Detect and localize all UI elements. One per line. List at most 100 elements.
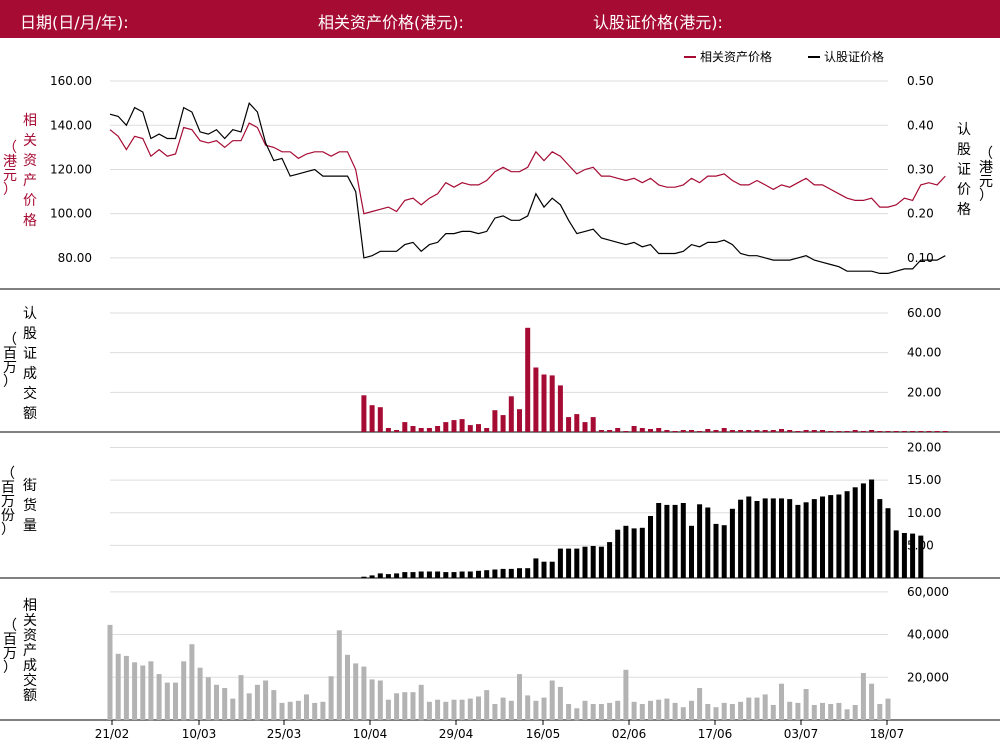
warrant-turnover-bar	[729, 430, 735, 432]
x-tick-label: 25/03	[267, 727, 302, 741]
asset-turnover-bar	[410, 692, 416, 720]
asset-turnover-bar	[271, 690, 277, 720]
warrant-turnover-bar	[607, 430, 613, 432]
outstanding-bar	[828, 495, 834, 578]
asset-turnover-bar	[189, 644, 195, 720]
asset-turnover-bar	[517, 674, 522, 720]
warrant-turnover-bar	[557, 385, 563, 432]
asset-turnover-bar	[214, 684, 219, 721]
outstanding-bar	[402, 572, 408, 578]
outstanding-bar	[811, 499, 817, 578]
asset-turnover-bar	[582, 700, 588, 720]
outstanding-axis-unit-char: （	[1, 466, 15, 482]
outstanding-axis-unit: （百万份）	[1, 466, 15, 538]
outstanding-axis-unit-char: 百	[1, 480, 15, 496]
warrant-turnover-y-tick-label: 20.00	[907, 385, 941, 399]
x-tick-label: 10/03	[182, 727, 217, 741]
warrant-turnover-bar	[418, 428, 424, 432]
outstanding-bar	[484, 570, 490, 578]
asset-turnover-bar	[754, 697, 760, 720]
outstanding-axis-unit-char: 份	[1, 508, 15, 524]
asset-turnover-axis-unit-char: （	[3, 618, 17, 634]
outstanding-axis-title-char: 量	[23, 518, 37, 534]
warrant-turnover-axis-unit: （百万）	[3, 332, 17, 390]
y-right-tick-label: 0.40	[907, 118, 934, 132]
x-tick-label: 17/06	[698, 727, 733, 741]
y-right-axis-title-char: 股	[957, 142, 971, 158]
asset-turnover-bar	[361, 666, 367, 720]
y-left-tick-label: 100.00	[50, 207, 92, 221]
asset-turnover-bar	[418, 684, 424, 721]
asset-turnover-bar	[254, 684, 260, 721]
warrant-turnover-bar	[910, 431, 916, 432]
outstanding-bar	[500, 568, 506, 578]
asset-turnover-y-tick-label: 60,000	[907, 585, 949, 599]
outstanding-bar	[557, 548, 563, 578]
outstanding-axis-title-char: 货	[23, 497, 37, 514]
y-left-axis-title-char: 关	[23, 133, 37, 149]
asset-turnover-bar	[689, 700, 694, 720]
asset-price-label: 相关资产价格(港元):	[318, 13, 464, 32]
outstanding-bar	[623, 525, 629, 578]
outstanding-bar	[631, 528, 637, 578]
asset-turnover-axis-title-char: 交	[23, 672, 37, 689]
outstanding-bar	[508, 568, 514, 578]
warrant-turnover-bar	[869, 430, 875, 432]
warrant-turnover-bar	[926, 431, 932, 432]
asset-turnover-bar	[811, 705, 817, 720]
asset-turnover-bar	[320, 701, 326, 720]
outstanding-y-tick-label: 20.00	[907, 441, 941, 455]
warrant-turnover-bar	[443, 422, 449, 432]
outstanding-bar	[738, 499, 744, 578]
legend-label-warrant: 认股证价格	[824, 49, 884, 64]
warrant-turnover-bar	[615, 428, 621, 432]
outstanding-bar	[680, 503, 686, 578]
asset-turnover-bar	[877, 704, 883, 720]
warrant-turnover-bar	[713, 430, 719, 432]
asset-turnover-bar	[222, 688, 228, 720]
asset-turnover-bar	[574, 708, 580, 721]
outstanding-axis-unit-char: 万	[1, 494, 15, 510]
warrant-turnover-bar	[525, 327, 531, 432]
outstanding-axis-unit-char: ）	[1, 522, 15, 538]
asset-turnover-bar	[852, 705, 858, 720]
outstanding-axis-title-char: 街	[23, 478, 37, 494]
asset-turnover-bar	[779, 683, 784, 720]
asset-turnover-bar	[836, 702, 842, 720]
warrant-turnover-axis-title-char: 交	[23, 385, 37, 402]
y-right-axis-unit-char: （	[979, 146, 993, 162]
y-right-axis-unit-char: ）	[979, 188, 993, 204]
outstanding-bar	[549, 561, 555, 578]
asset-turnover-bar	[607, 702, 613, 720]
outstanding-bar	[533, 558, 539, 578]
outstanding-bar	[770, 498, 776, 578]
asset-turnover-bar	[762, 694, 768, 720]
asset-turnover-axis-title-char: 关	[23, 613, 37, 629]
asset-turnover-bar	[181, 661, 187, 721]
asset-turnover-bar	[459, 699, 465, 720]
asset-turnover-bar	[369, 679, 375, 720]
x-tick-label: 03/07	[784, 727, 819, 741]
warrant-turnover-bar	[852, 430, 858, 432]
x-tick-label: 21/02	[95, 727, 130, 741]
outstanding-bar	[795, 504, 801, 578]
asset-turnover-bar	[713, 707, 719, 720]
outstanding-bar	[410, 572, 416, 578]
asset-turnover-bar	[615, 700, 621, 720]
asset-turnover-bar	[377, 680, 383, 720]
warrant-turnover-bar	[451, 420, 457, 432]
warrant-turnover-bar	[705, 429, 711, 432]
warrant-turnover-axis-title-char: 成	[23, 366, 37, 382]
outstanding-bar	[459, 571, 465, 578]
warrant-turnover-bar	[877, 431, 883, 432]
asset-turnover-y-tick-label: 20,000	[907, 670, 949, 684]
warrant-turnover-bar	[492, 410, 498, 432]
warrant-price-label: 认股证价格(港元):	[593, 13, 723, 32]
y-left-axis-unit-char: 元	[3, 168, 17, 184]
outstanding-y-tick-label: 15.00	[907, 473, 941, 487]
outstanding-bar	[754, 501, 760, 578]
warrant-turnover-bar	[549, 375, 555, 432]
y-right-axis-title: 认股证价格	[957, 122, 971, 218]
